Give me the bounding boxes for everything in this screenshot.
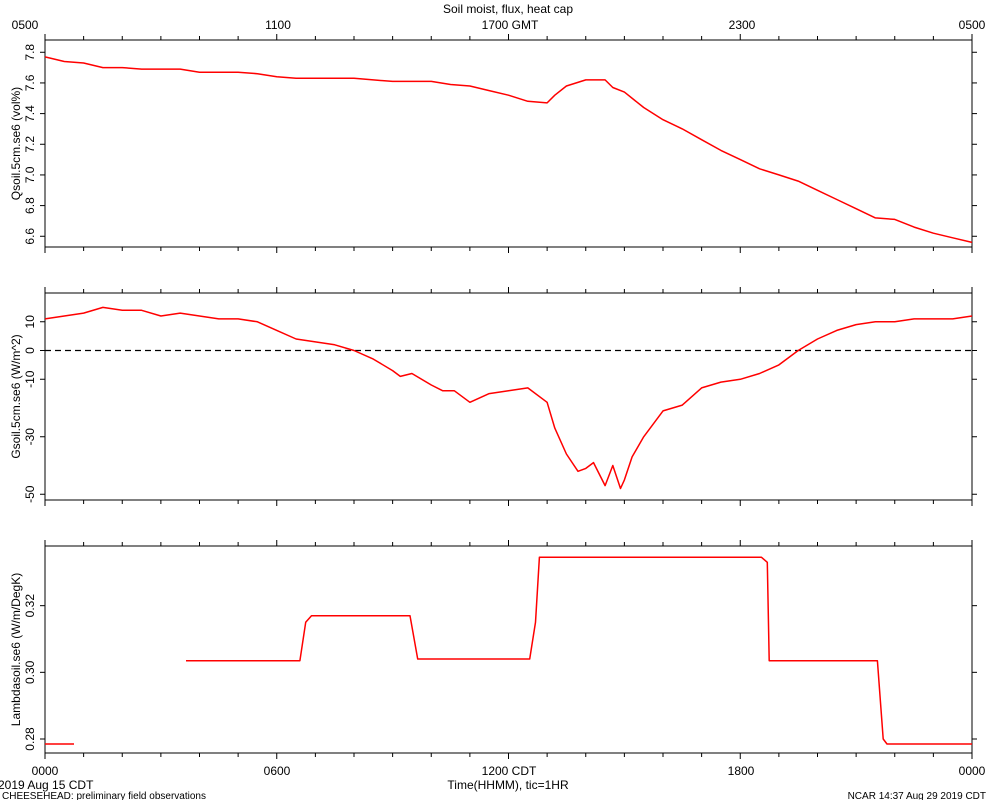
plot-frame (44, 39, 973, 248)
chart-title: Soil moist, flux, heat cap (443, 2, 573, 16)
y-tick-label: 10 (23, 315, 37, 329)
footer-date: 2019 Aug 15 CDT (0, 778, 94, 792)
footer-project: CHEESEHEAD: preliminary field observatio… (2, 791, 206, 800)
y-tick-label: 0.32 (23, 594, 37, 618)
y-tick-label: 7.0 (23, 166, 37, 183)
y-tick-label: -50 (23, 485, 37, 503)
y-tick-label: 7.4 (23, 105, 37, 122)
y-tick-label: 0.30 (23, 660, 37, 684)
x-tick-label: 0000 (959, 764, 986, 778)
y-tick-label: 7.8 (23, 44, 37, 61)
y-tick-label: 0.28 (23, 727, 37, 751)
y-tick-label: 7.2 (23, 136, 37, 153)
y-tick-label: 6.8 (23, 197, 37, 214)
x-axis-label: Time(HHMM), tic=1HR (447, 778, 569, 792)
series-line (186, 556, 972, 745)
top-tick-label: 0500 (12, 18, 39, 32)
x-tick-label: 1800 (728, 764, 755, 778)
y-axis-label: Lambdasoil.se6 (W/m/DegK) (9, 573, 23, 726)
top-tick-label: 2300 (729, 18, 756, 32)
footer-stamp: NCAR 14:37 Aug 29 2019 CDT (848, 791, 986, 800)
y-tick-label: 6.6 (23, 228, 37, 245)
x-tick-label: 0000 (32, 764, 59, 778)
y-tick-label: -30 (23, 428, 37, 446)
plot-frame (44, 292, 973, 501)
top-tick-label: 1700 GMT (482, 18, 539, 32)
series-line (44, 56, 973, 244)
bottom-axis-labels: 0000 0600 1200 CDT 1800 0000 (32, 764, 986, 778)
x-tick-label: 1200 CDT (482, 764, 537, 778)
y-axis-label: Gsoil.5cm.se6 (W/m^2) (9, 334, 23, 458)
soil-moisture-panel: 6.6 6.8 7.0 7.2 7.4 7.6 7.8 Qsoil.5cm.se6 (vol%… (9, 34, 977, 253)
series-line (44, 306, 973, 490)
y-tick-label: -10 (23, 370, 37, 388)
top-tick-label: 1100 (265, 18, 291, 32)
y-tick-label: 0 (23, 347, 37, 354)
top-tick-label: 0500 (959, 18, 986, 32)
x-tick-label: 0600 (264, 764, 291, 778)
top-axis-labels: 0500 1100 1700 GMT 2300 0500 (12, 18, 986, 32)
y-axis-label: Qsoil.5cm.se6 (vol%) (9, 87, 23, 200)
plot-frame (44, 545, 973, 754)
y-tick-label: 7.6 (23, 74, 37, 91)
